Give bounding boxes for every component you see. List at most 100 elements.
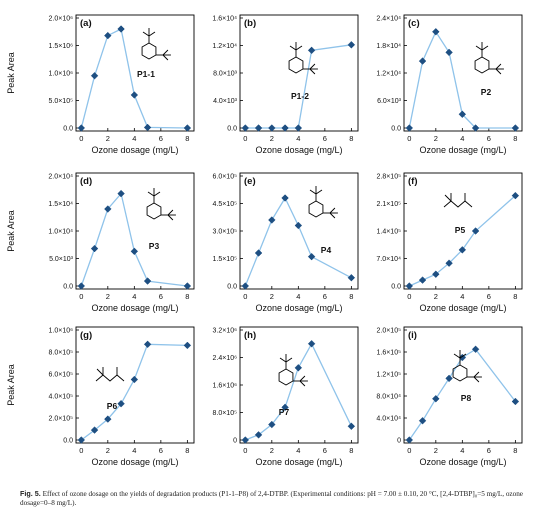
y-tick-label: 2.0×10⁶: [49, 16, 74, 23]
y-axis-label: Peak Area: [6, 210, 16, 252]
x-tick-label: 2: [434, 134, 438, 143]
molecule-structure: [452, 350, 482, 383]
compound-label: P1-2: [291, 91, 309, 101]
x-tick-label: 8: [185, 134, 189, 143]
caption-label: Fig. 5.: [20, 489, 41, 498]
data-point: [511, 124, 520, 132]
x-tick-label: 2: [106, 292, 110, 301]
y-tick-label: 0.0: [63, 284, 73, 291]
panel-label: (f): [408, 176, 418, 187]
x-tick-label: 8: [185, 446, 189, 455]
molecule-bond: [473, 376, 480, 383]
data-point: [254, 124, 263, 132]
molecule-bond: [167, 209, 174, 216]
y-tick-label: 4.5×10⁵: [212, 201, 237, 208]
data-point: [432, 27, 440, 36]
data-point: [405, 282, 414, 290]
molecule-bond: [444, 194, 452, 202]
panel-label: (h): [244, 330, 256, 341]
y-tick-label: 1.6×10⁴: [212, 16, 237, 23]
series-line: [245, 342, 352, 441]
y-tick-label: 1.4×10⁵: [376, 229, 401, 236]
data-point: [294, 221, 303, 230]
y-tick-label: 1.5×10⁶: [49, 43, 74, 50]
caption-text: Effect of ozone dosage on the yields of …: [20, 490, 523, 507]
x-tick-label: 4: [460, 292, 464, 301]
data-point: [405, 124, 414, 132]
data-point: [347, 41, 356, 49]
data-point: [445, 48, 453, 57]
series-line: [244, 196, 352, 287]
data-point: [281, 194, 289, 202]
x-tick-label: 2: [106, 446, 110, 455]
x-tick-label: 6: [159, 292, 163, 301]
series-line: [245, 44, 352, 129]
y-tick-label: 1.2×10⁵: [376, 372, 401, 379]
molecule-bond: [299, 375, 306, 382]
data-point: [432, 270, 440, 278]
x-tick-label: 6: [487, 134, 491, 143]
x-tick-label: 8: [185, 292, 189, 301]
plot-frame: [75, 172, 195, 290]
y-tick-label: 2.1×10⁵: [376, 201, 401, 208]
x-axis-label: Ozone dosage (mg/L): [419, 303, 506, 313]
x-tick-label: 2: [270, 446, 274, 455]
data-point: [268, 420, 276, 429]
x-tick-label: 6: [323, 134, 327, 143]
panel-p2: 0.0 6.0×10³ 1.2×10⁴ 1.8×10⁴ 2.4×10⁴ 0 2 4 6 8 Ozon…: [376, 14, 523, 155]
x-axis-label: Ozone dosage (mg/L): [419, 457, 506, 467]
molecule-bond: [473, 371, 480, 378]
data-point: [254, 431, 263, 439]
panel-label: (e): [244, 176, 256, 187]
x-tick-label: 0: [79, 134, 83, 143]
data-point: [471, 124, 480, 132]
y-tick-label: 1.0×10⁶: [49, 328, 74, 335]
data-point: [183, 282, 192, 290]
panel-label: (a): [80, 18, 92, 29]
data-point: [183, 341, 192, 350]
molecule-structure: [288, 42, 318, 75]
panel-p5: 0.0 7.0×10⁴ 1.4×10⁵ 2.1×10⁵ 2.8×10⁵ 0 2 4 6 8 Ozon…: [376, 172, 523, 313]
data-point: [117, 25, 125, 33]
plot-frame: [75, 326, 195, 444]
data-point: [307, 46, 316, 55]
molecule-bond: [279, 357, 287, 363]
molecule-ring: [278, 368, 294, 386]
panel-label: (d): [80, 176, 92, 187]
data-point: [307, 252, 316, 261]
data-point: [281, 124, 289, 132]
molecule-structure: [308, 186, 338, 219]
x-tick-label: 4: [296, 446, 300, 455]
data-point: [104, 415, 112, 423]
molecule-ring: [288, 56, 304, 74]
y-tick-label: 4.0×10⁵: [48, 394, 73, 401]
y-tick-label: 2.0×10⁵: [376, 328, 401, 335]
x-tick-label: 2: [270, 292, 274, 301]
x-tick-label: 0: [79, 292, 83, 301]
molecule-structure: [146, 188, 176, 221]
plot-frame: [403, 326, 523, 444]
molecule-bond: [162, 54, 169, 61]
y-tick-label: 0: [397, 438, 401, 445]
series-line: [80, 192, 188, 287]
data-point: [294, 364, 303, 372]
data-point: [511, 397, 520, 406]
x-tick-label: 0: [407, 134, 411, 143]
x-tick-label: 6: [487, 446, 491, 455]
x-tick-label: 0: [243, 446, 247, 455]
y-tick-label: 1.2×10⁴: [376, 71, 401, 78]
y-tick-label: 6.0×10⁵: [212, 174, 237, 181]
compound-label: P4: [321, 245, 332, 255]
y-tick-label: 3.2×10⁶: [213, 328, 238, 335]
series-line: [80, 28, 188, 129]
x-tick-label: 4: [460, 134, 464, 143]
x-tick-label: 8: [349, 292, 353, 301]
data-point: [90, 426, 99, 434]
molecule-bond: [167, 214, 174, 221]
molecule-bond: [153, 191, 161, 197]
data-point: [183, 124, 192, 132]
data-point: [143, 277, 152, 285]
molecule-bond: [142, 31, 150, 37]
compound-label: P7: [279, 407, 290, 417]
data-point: [254, 249, 263, 257]
